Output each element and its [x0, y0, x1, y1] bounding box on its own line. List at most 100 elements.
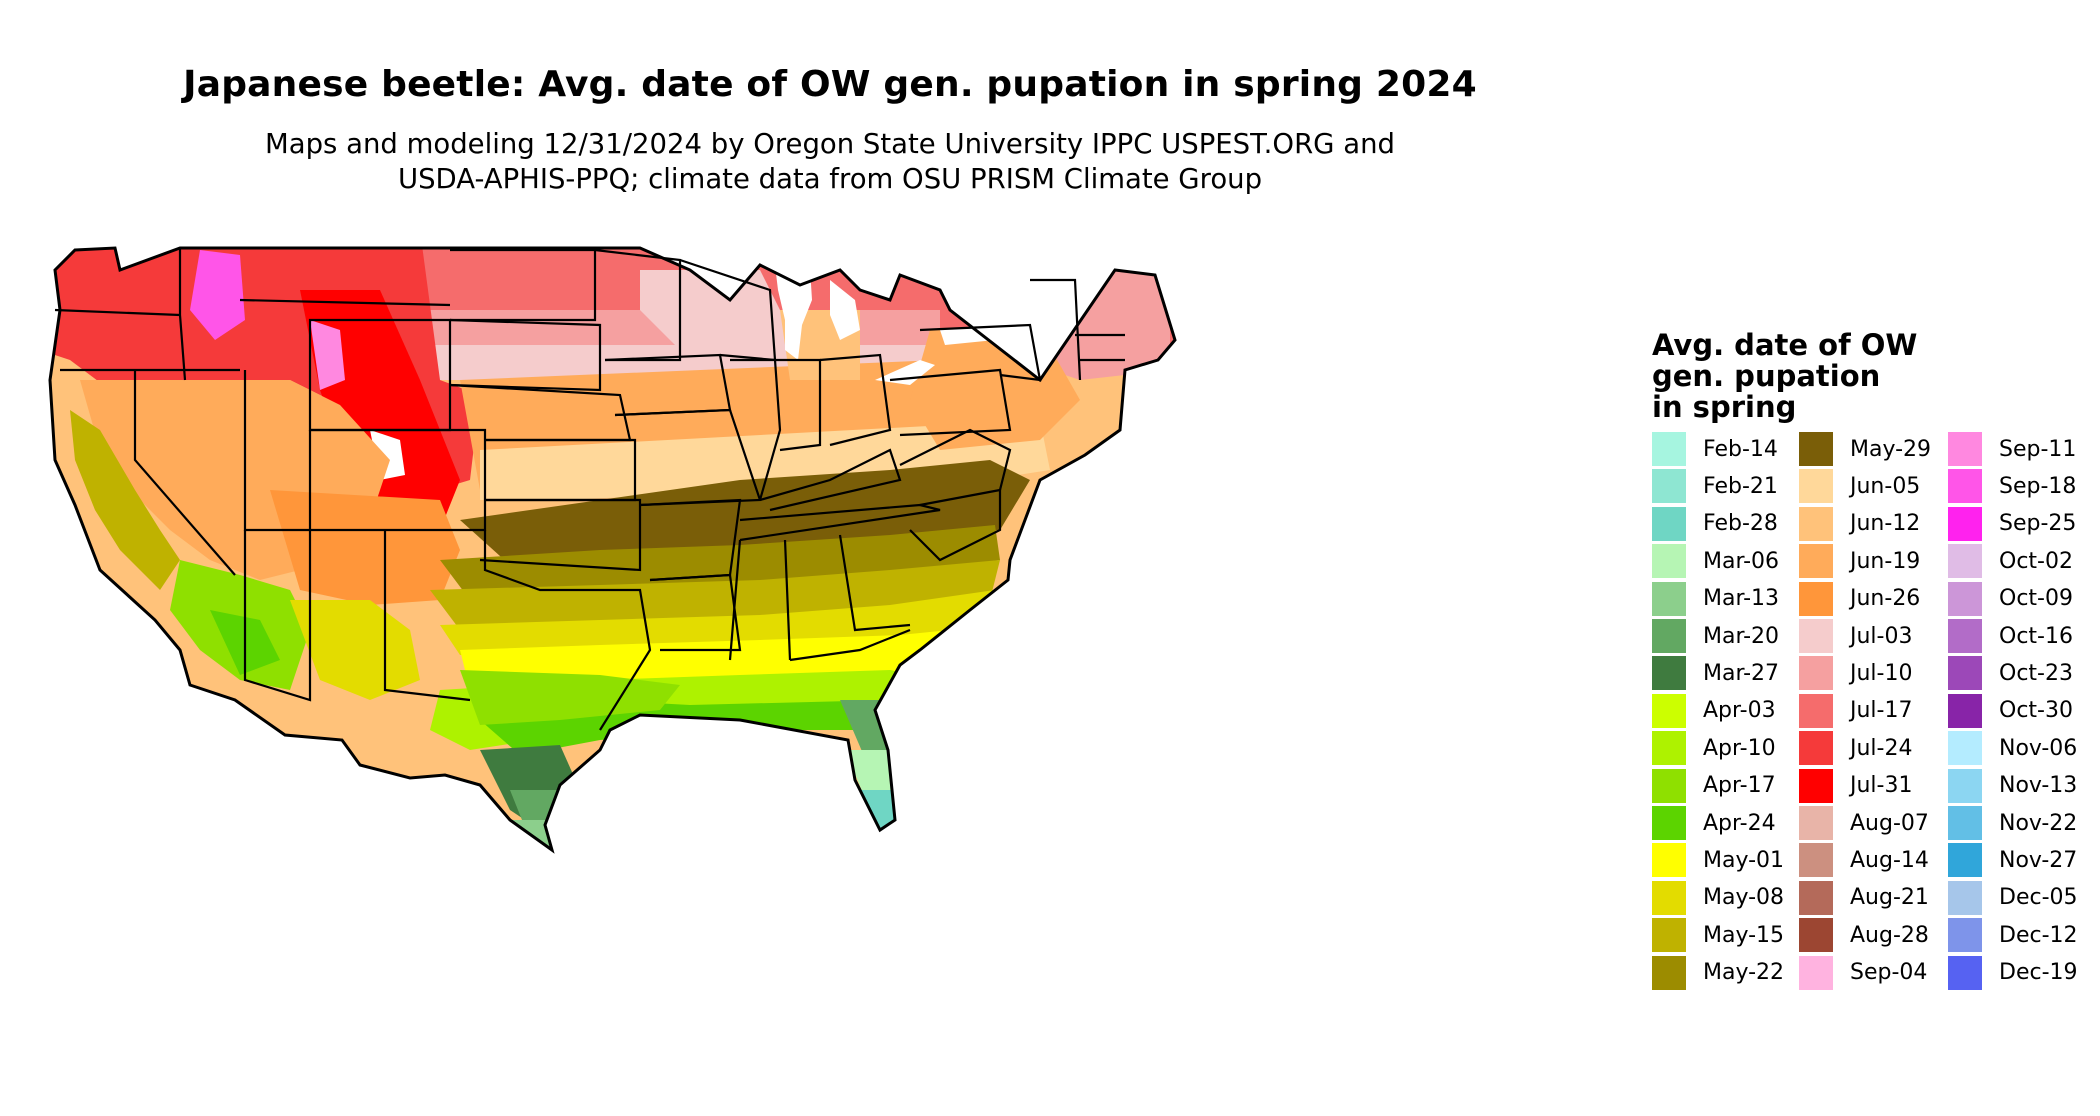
legend-swatch [1799, 506, 1833, 541]
legend-swatch [1948, 432, 1982, 466]
legend-label: Jun-05 [1850, 473, 1921, 499]
legend-swatch [1799, 918, 1833, 953]
zone-southwest-olive [290, 600, 420, 700]
legend-item: Sep-18 [1948, 468, 2076, 504]
state-line-colorado [310, 428, 487, 532]
legend-item: Apr-10 [1652, 730, 1776, 766]
legend-item: Feb-14 [1652, 431, 1778, 467]
legend-item: Oct-30 [1948, 693, 2073, 729]
legend-item: Jul-10 [1799, 655, 1912, 691]
legend-swatch [1652, 918, 1686, 953]
legend-swatch [1948, 656, 1982, 691]
legend-label: Jul-24 [1850, 735, 1913, 761]
legend-label: Jun-12 [1850, 511, 1921, 537]
legend-label: Nov-27 [1999, 847, 2078, 873]
legend-label: Aug-21 [1850, 885, 1929, 911]
legend-swatch [1652, 469, 1686, 504]
legend-swatch [1799, 432, 1833, 466]
legend-label: Oct-02 [1999, 548, 2073, 574]
legend-label: Oct-09 [1999, 586, 2073, 612]
legend-item: Sep-04 [1799, 955, 1927, 991]
state-line-wa-or [54, 308, 181, 317]
map-subtitle-line-1: Maps and modeling 12/31/2024 by Oregon S… [265, 128, 1395, 160]
legend-swatch [1652, 880, 1686, 915]
zone-may22-band [440, 525, 1000, 600]
legend-item: Jun-19 [1799, 543, 1920, 579]
legend-item: Jun-12 [1799, 506, 1920, 542]
legend-item: May-01 [1652, 842, 1784, 878]
legend-swatch [1948, 918, 1982, 953]
legend-label: Sep-04 [1850, 960, 1928, 986]
legend-item: Jun-26 [1799, 581, 1920, 617]
legend-label: Sep-18 [1999, 473, 2077, 499]
legend-label: Nov-22 [1999, 810, 2078, 836]
legend-label: Jun-19 [1850, 548, 1921, 574]
legend-item: Dec-19 [1948, 955, 2078, 991]
legend-swatch [1948, 619, 1982, 653]
zone-apr17-south [460, 670, 680, 725]
state-line-texas-north [483, 530, 652, 731]
legend-label: Feb-28 [1703, 511, 1778, 537]
legend-label: Aug-28 [1850, 922, 1929, 948]
legend-label: Aug-07 [1850, 810, 1929, 836]
legend-swatch [1948, 506, 1982, 541]
legend-swatch [1652, 768, 1686, 803]
legend-swatch [1652, 806, 1686, 840]
legend-item: Oct-16 [1948, 618, 2073, 654]
legend-label: Mar-13 [1703, 586, 1780, 612]
legend-label: May-08 [1703, 885, 1785, 911]
legend-item: Jul-24 [1799, 730, 1912, 766]
legend-swatch [1652, 619, 1686, 653]
legend-label: Sep-25 [1999, 511, 2077, 537]
legend-item: Jul-03 [1799, 618, 1912, 654]
legend-swatch [1652, 656, 1686, 691]
state-line-kentucky [759, 448, 902, 512]
legend-label: Apr-03 [1703, 698, 1776, 724]
legend-label: Oct-23 [1999, 660, 2073, 686]
state-line-ms-al-ga [728, 534, 911, 661]
legend-item: Apr-17 [1652, 768, 1776, 804]
legend-item: Nov-13 [1948, 768, 2077, 804]
legend-label: Mar-20 [1703, 623, 1780, 649]
state-line-minnesota [594, 248, 682, 362]
legend-item: Jun-05 [1799, 468, 1920, 504]
legend-label: Dec-12 [1999, 922, 2078, 948]
legend-item: Apr-24 [1652, 805, 1776, 841]
state-line-oklahoma [479, 498, 642, 572]
legend-label: Mar-27 [1703, 660, 1780, 686]
legend-label: Nov-13 [1999, 773, 2078, 799]
legend-item: Dec-12 [1948, 917, 2078, 953]
state-line-az-nm [243, 530, 312, 702]
legend-item: Nov-06 [1948, 730, 2077, 766]
legend-label: Jul-31 [1850, 773, 1913, 799]
us-map [48, 246, 1177, 852]
legend-item: Nov-22 [1948, 805, 2077, 841]
legend-item: Nov-27 [1948, 842, 2077, 878]
legend-label: Dec-05 [1999, 885, 2078, 911]
lake-ontario [940, 325, 995, 345]
legend-swatch [1652, 506, 1686, 541]
legend-item: Oct-23 [1948, 655, 2073, 691]
lake-huron [830, 280, 860, 340]
map-title: Japanese beetle: Avg. date of OW gen. pu… [183, 64, 1477, 105]
legend-label: May-29 [1850, 436, 1932, 462]
lake-michigan [775, 265, 812, 360]
legend-item: Aug-28 [1799, 917, 1929, 953]
legend-swatch [1799, 731, 1833, 766]
legend-swatch [1799, 544, 1833, 579]
lake-erie [875, 360, 935, 385]
legend-swatch [1652, 731, 1686, 766]
legend-label: May-22 [1703, 960, 1785, 986]
legend-label: Jun-26 [1850, 586, 1921, 612]
legend-swatch [1948, 693, 1982, 728]
state-boundaries [54, 248, 1125, 731]
legend-swatch [1948, 955, 1982, 990]
legend-item: Mar-27 [1652, 655, 1779, 691]
legend-item: Mar-13 [1652, 581, 1779, 617]
zone-highelev-pink-2 [310, 320, 345, 390]
zone-cal-valley [70, 410, 180, 590]
legend-swatch [1948, 843, 1982, 878]
zone-texas-lightgreen [510, 820, 560, 850]
legend-item: May-08 [1652, 880, 1784, 916]
legend-swatch [1652, 955, 1686, 990]
